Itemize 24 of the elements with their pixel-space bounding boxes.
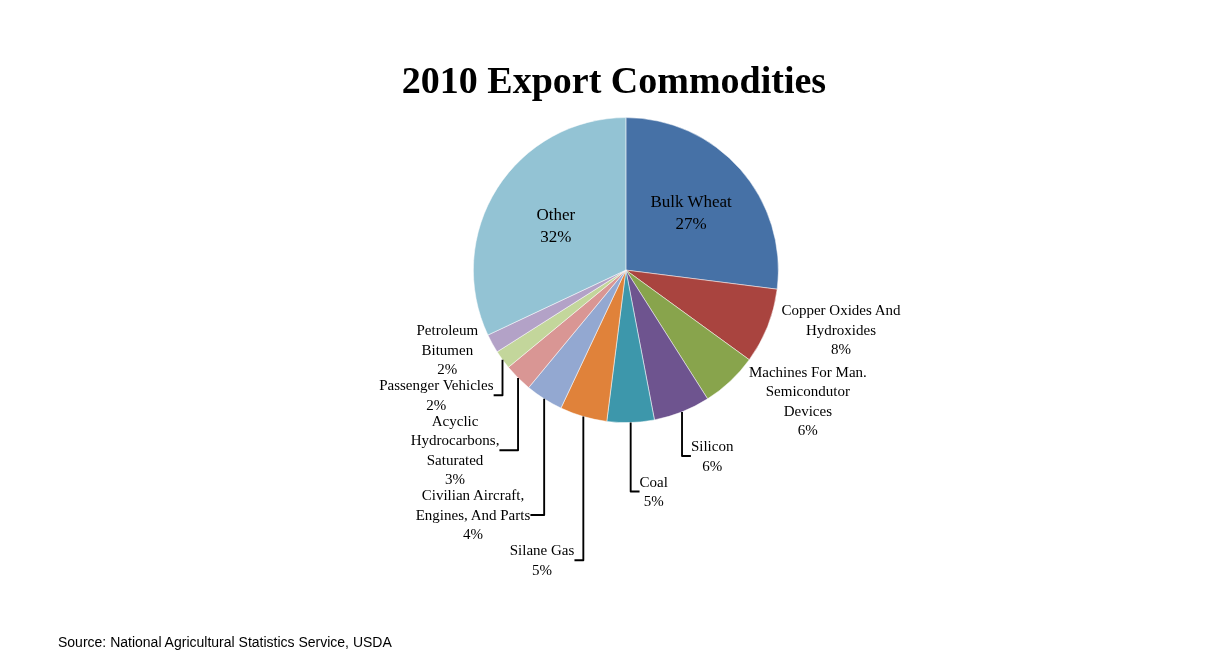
slice-label: Machines For Man. Semicondutor Devices bbox=[748, 363, 867, 419]
slice-label: Silane Gas bbox=[509, 542, 575, 559]
source-note: Source: National Agricultural Statistics Service, USDA bbox=[58, 634, 393, 650]
data-label: 6% bbox=[702, 457, 723, 474]
slice-label: Passenger Vehicles bbox=[379, 377, 494, 394]
slice-label: Silicon bbox=[690, 438, 734, 455]
chart-title: 2010 Export Commodities bbox=[401, 58, 827, 101]
slice-label: Other bbox=[536, 205, 576, 225]
data-label: 3% bbox=[445, 471, 466, 488]
data-label: 27% bbox=[675, 214, 707, 234]
data-label: 5% bbox=[532, 561, 553, 578]
data-label: 8% bbox=[831, 341, 852, 358]
data-label: 32% bbox=[540, 227, 572, 247]
data-label: 5% bbox=[643, 493, 664, 510]
slice-label: Copper Oxides And Hydroxides bbox=[781, 302, 902, 338]
slice-label: Acyclic Hydrocarbons, Saturated bbox=[410, 412, 500, 468]
data-label: 4% bbox=[462, 526, 483, 543]
slice-label: Bulk Wheat bbox=[650, 191, 733, 211]
slice-label: Petroleum Bitumen bbox=[416, 322, 479, 358]
data-label: 2% bbox=[437, 361, 458, 378]
data-label: 6% bbox=[797, 422, 818, 439]
slice-label: Coal bbox=[639, 473, 668, 490]
slice-label: Civilian Aircraft, Engines, And Parts bbox=[415, 487, 531, 523]
data-label: 2% bbox=[426, 396, 447, 413]
